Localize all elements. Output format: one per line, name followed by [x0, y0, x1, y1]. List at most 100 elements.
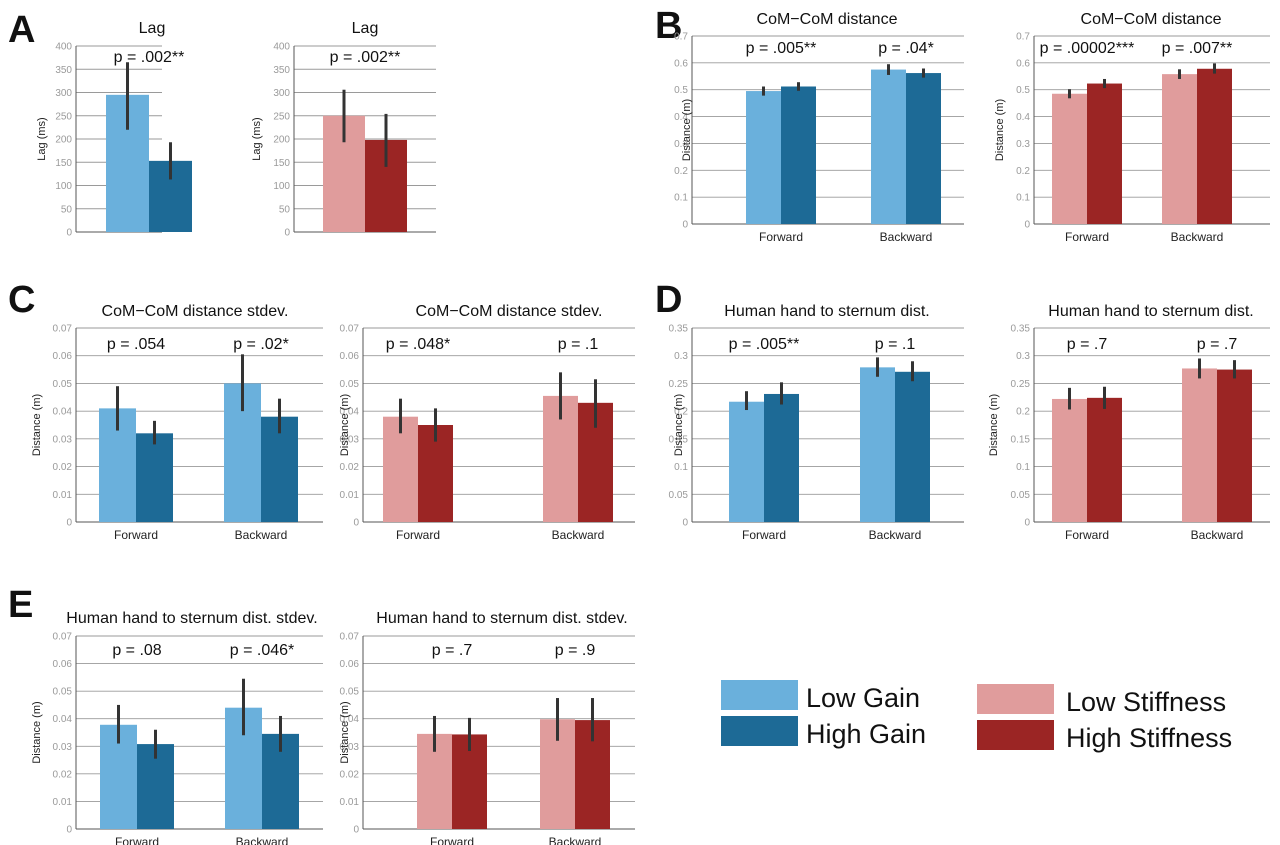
y-tick-label: 0.03	[53, 434, 73, 445]
y-tick-label: 0.02	[340, 462, 360, 473]
y-axis-label: Distance (m)	[339, 701, 351, 763]
y-tick-label: 0.06	[53, 351, 73, 362]
p-value-label: p = .9	[555, 642, 596, 659]
x-category-label: Forward	[742, 528, 786, 542]
x-category-label: Forward	[1065, 528, 1109, 542]
chart-4: 0 0.1 0.2 0.3 0.4 0.5 0.6 0.7 CoM−CoM distance Di…	[994, 11, 1270, 244]
y-tick-label: 0.4	[1016, 112, 1030, 123]
bar-low-stiffness	[1052, 398, 1087, 522]
bar-high-stiffness	[1217, 369, 1252, 522]
y-tick-label: 0.1	[674, 462, 688, 473]
bar-high-stiffness	[1087, 83, 1122, 224]
y-tick-label: 0.25	[1011, 379, 1031, 390]
p-value-label: p = .04*	[878, 40, 934, 57]
chart-1: 0 50 100 150 200 250 300 350 400 Lag Lag (ms) p = .…	[36, 20, 192, 239]
legend-swatch-high-gain	[721, 716, 798, 746]
legend-swatch-low-gain	[721, 680, 798, 710]
y-tick-label: 0.03	[53, 742, 73, 753]
p-value-label: p = .007**	[1162, 40, 1233, 57]
x-category-label: Backward	[552, 528, 605, 542]
chart-8: 0 0.05 0.1 0.15 0.2 0.25 0.3 0.35 Human hand to …	[988, 303, 1270, 542]
p-value-label: p = .048*	[386, 336, 451, 353]
y-tick-label: 250	[273, 111, 290, 122]
bar-low-stiffness	[383, 416, 418, 522]
panel-letter-c: C	[8, 279, 35, 321]
chart-title: Human hand to sternum dist. stdev.	[66, 610, 317, 627]
y-tick-label: 0.2	[674, 407, 688, 418]
y-tick-label: 100	[55, 181, 72, 192]
legend-label-low-stiffness: Low Stiffness	[1066, 687, 1226, 717]
p-value-label: p = .002**	[114, 49, 185, 66]
bar-low-gain	[746, 91, 781, 224]
y-tick-label: 0.3	[674, 351, 688, 362]
bar-low-stiffness	[1052, 93, 1087, 224]
y-tick-label: 50	[61, 204, 73, 215]
y-axis-label: Distance (m)	[988, 394, 1000, 456]
chart-2: 0 50 100 150 200 250 300 350 400 Lag Lag (ms) p = .…	[251, 20, 436, 239]
bar-low-gain	[871, 69, 906, 224]
y-tick-label: 0.5	[1016, 85, 1030, 96]
y-axis-label: Lag (ms)	[36, 117, 48, 160]
bar-low-stiffness	[1182, 368, 1217, 522]
bar-high-gain	[781, 86, 816, 225]
y-tick-label: 0.35	[669, 324, 689, 335]
y-axis-label: Distance (m)	[673, 394, 685, 456]
y-tick-label: 0.01	[53, 490, 73, 501]
p-value-label: p = .054	[107, 336, 165, 353]
legend-label-low-gain: Low Gain	[806, 683, 920, 713]
x-category-label: Forward	[430, 835, 474, 845]
x-category-label: Forward	[1065, 230, 1109, 244]
y-tick-label: 0.4	[674, 112, 688, 123]
chart-title: Lag	[352, 20, 379, 37]
x-category-label: Backward	[1191, 528, 1244, 542]
chart-title: Lag	[139, 20, 166, 37]
chart-title: CoM−CoM distance	[1081, 11, 1222, 28]
p-value-label: p = .02*	[233, 336, 289, 353]
y-tick-label: 50	[279, 204, 291, 215]
y-tick-label: 0.3	[1016, 139, 1030, 150]
p-value-label: p = .002**	[330, 49, 401, 66]
y-tick-label: 0.15	[1011, 434, 1031, 445]
y-tick-label: 200	[55, 135, 72, 146]
y-tick-label: 0.7	[1016, 32, 1030, 43]
y-tick-label: 0.2	[674, 166, 688, 177]
x-category-label: Backward	[235, 528, 288, 542]
y-tick-label: 0.2	[1016, 166, 1030, 177]
y-tick-label: 0	[1024, 220, 1030, 231]
y-tick-label: 0.05	[669, 490, 689, 501]
bar-high-gain	[906, 73, 941, 224]
y-tick-label: 0	[682, 220, 688, 231]
legend: Low Gain High Gain Low Stiffness High Stiff…	[721, 680, 1232, 753]
y-tick-label: 100	[273, 181, 290, 192]
x-category-label: Backward	[549, 835, 602, 845]
legend-label-high-stiffness: High Stiffness	[1066, 723, 1232, 753]
y-tick-label: 0.25	[669, 379, 689, 390]
panel-letter-b: B	[655, 5, 682, 47]
y-tick-label: 0.3	[1016, 351, 1030, 362]
panel-letters: A B C D E	[8, 5, 682, 626]
y-tick-label: 0.04	[340, 714, 360, 725]
chart-title: Human hand to sternum dist.	[724, 303, 929, 320]
y-tick-label: 0.05	[53, 379, 73, 390]
y-tick-label: 0.02	[53, 769, 73, 780]
y-tick-label: 0.03	[340, 434, 360, 445]
x-category-label: Forward	[396, 528, 440, 542]
y-tick-label: 0	[66, 518, 72, 529]
y-tick-label: 0.05	[340, 687, 360, 698]
y-tick-label: 0.35	[1011, 324, 1031, 335]
x-category-label: Backward	[880, 230, 933, 244]
y-tick-label: 300	[273, 88, 290, 99]
y-tick-label: 300	[55, 88, 72, 99]
x-category-label: Forward	[759, 230, 803, 244]
p-value-label: p = .046*	[230, 642, 295, 659]
p-value-label: p = .7	[1067, 336, 1108, 353]
y-tick-label: 350	[55, 65, 72, 76]
y-axis-label: Distance (m)	[31, 701, 43, 763]
y-axis-label: Distance (m)	[681, 99, 693, 161]
y-tick-label: 0.07	[53, 632, 73, 643]
bar-low-gain	[729, 401, 764, 522]
y-tick-label: 0	[66, 825, 72, 836]
y-tick-label: 0.7	[674, 32, 688, 43]
y-tick-label: 0.01	[340, 797, 360, 808]
y-tick-label: 0.3	[674, 139, 688, 150]
